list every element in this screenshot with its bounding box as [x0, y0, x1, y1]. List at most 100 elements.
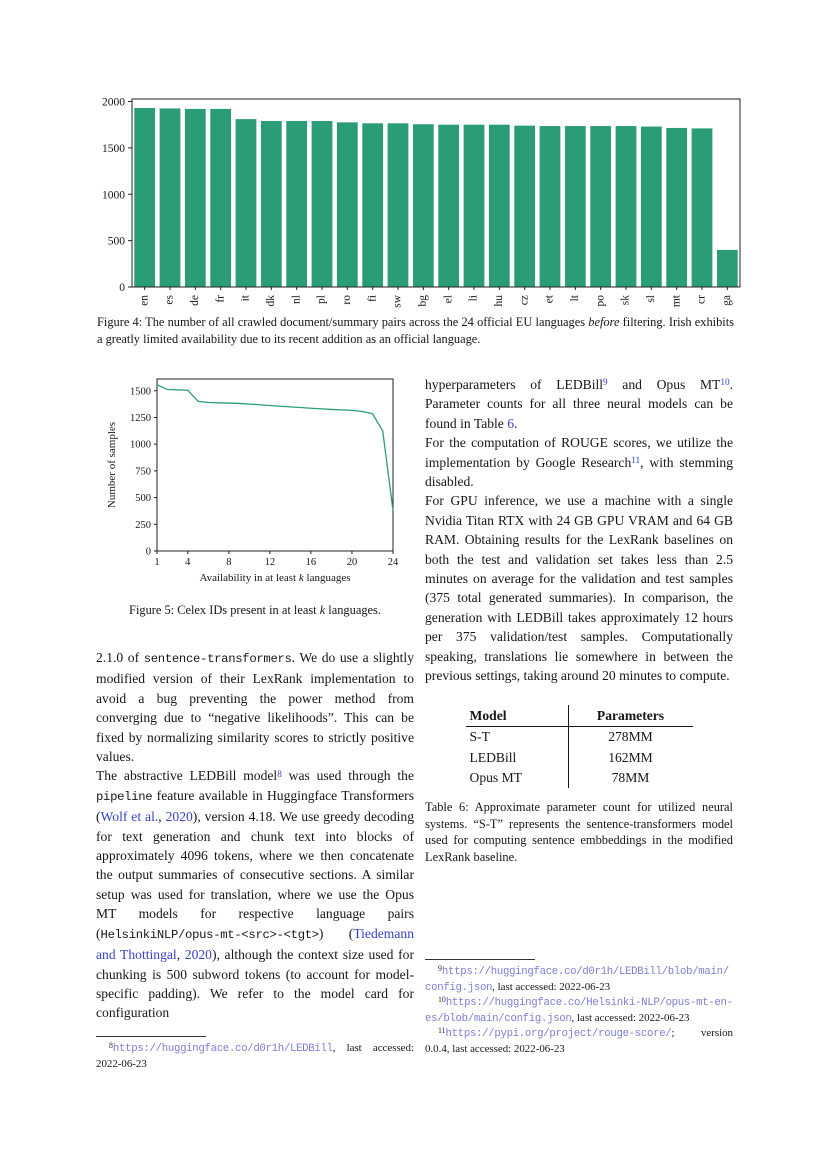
bar-it	[235, 119, 257, 287]
citation-link[interactable]: 2020	[184, 947, 212, 963]
inline-code: pipeline	[96, 789, 153, 804]
svg-text:cz: cz	[518, 295, 530, 305]
bar-po	[590, 126, 612, 287]
svg-text:0: 0	[119, 282, 125, 294]
footnote-rule	[96, 1036, 206, 1037]
bar-pl	[311, 120, 333, 287]
svg-text:lt: lt	[569, 294, 581, 301]
svg-text:20: 20	[347, 557, 358, 568]
svg-text:en: en	[138, 295, 150, 306]
svg-text:el: el	[442, 295, 454, 303]
svg-text:2000: 2000	[102, 97, 125, 109]
footnote-ref[interactable]: 9	[603, 377, 608, 388]
right-column-text: hyperparameters of LEDBill9 and Opus MT1…	[425, 375, 733, 686]
svg-text:250: 250	[135, 520, 151, 531]
cell-parameters: 278MM	[608, 729, 653, 744]
paragraph: hyperparameters of LEDBill9 and Opus MT1…	[425, 377, 733, 431]
figure4-caption: Figure 4: The number of all crawled docu…	[97, 315, 734, 346]
left-column-text: 2.1.0 of sentence-transformers. We do us…	[96, 648, 414, 1023]
svg-text:bg: bg	[417, 295, 429, 307]
line-chart-svg: 0 250 500 750 1000 1250 1500 1 4 8 12 16 20 24 Number …	[106, 378, 399, 584]
bar-sl	[640, 126, 662, 287]
footnote-marker: 8	[109, 1041, 113, 1051]
paragraph: For GPU inference, we use a machine with…	[425, 493, 733, 684]
svg-text:1500: 1500	[102, 143, 125, 155]
table-header-parameters: Parameters	[568, 705, 693, 727]
citation-link[interactable]: Wolf et al.	[100, 809, 159, 825]
left-footnotes: 8https://huggingface.co/d0r1h/LEDBill, l…	[96, 1036, 414, 1071]
svg-text:li: li	[468, 295, 480, 301]
bar-li	[463, 124, 485, 287]
svg-text:1500: 1500	[130, 386, 151, 397]
footnote-ref[interactable]: 10	[720, 377, 730, 388]
svg-text:cr: cr	[696, 295, 708, 304]
svg-text:it: it	[240, 294, 252, 301]
footnote-ref[interactable]: 8	[277, 768, 282, 779]
citation-link[interactable]: 6	[507, 415, 515, 431]
svg-text:hu: hu	[493, 295, 505, 307]
paragraph: The abstractive LEDBill model8 was used …	[96, 768, 414, 1021]
svg-text:sk: sk	[620, 295, 632, 305]
cell-model: Opus MT	[465, 767, 569, 788]
svg-text:ro: ro	[341, 295, 353, 305]
svg-text:750: 750	[135, 466, 151, 477]
footnote-ref[interactable]: 11	[631, 454, 641, 465]
bar-ga	[716, 249, 738, 287]
figure5-caption: Figure 5: Celex IDs present in at least …	[129, 603, 381, 617]
svg-text:500: 500	[108, 236, 126, 248]
svg-text:ga: ga	[721, 295, 733, 306]
svg-text:12: 12	[265, 557, 276, 568]
bar-es	[159, 108, 181, 288]
bar-dk	[260, 120, 282, 287]
bar-fr	[210, 108, 232, 287]
svg-text:fr: fr	[214, 295, 226, 303]
italic-text: before	[588, 315, 620, 329]
table-row: Opus MT 78MM	[465, 767, 693, 788]
svg-text:de: de	[189, 295, 201, 306]
svg-text:16: 16	[306, 557, 317, 568]
url-link[interactable]: https://huggingface.co/d0r1h/LEDBill/blo…	[425, 966, 729, 994]
cell-model: LEDBill	[465, 747, 569, 768]
table-header-model: Model	[465, 705, 569, 727]
url-link[interactable]: https://pypi.org/project/rouge-score/	[445, 1028, 672, 1041]
url-link[interactable]: https://huggingface.co/Helsinki-NLP/opus…	[425, 997, 733, 1025]
bar-de	[184, 108, 206, 287]
bar-lt	[564, 126, 586, 287]
bar-ro	[336, 122, 358, 288]
svg-text:sw: sw	[392, 294, 404, 307]
svg-text:24: 24	[388, 557, 399, 568]
cell-parameters: 162MM	[608, 749, 653, 765]
svg-text:es: es	[164, 294, 176, 304]
bar-hu	[488, 124, 510, 287]
table-row: LEDBill 162MM	[465, 747, 693, 768]
svg-text:nl: nl	[290, 295, 302, 304]
table6-caption: Table 6: Approximate parameter count for…	[425, 800, 733, 864]
inline-code: sentence-transformers	[143, 652, 292, 666]
footnote-marker: 9	[438, 964, 442, 974]
bar-chart-svg: 0 500 1000 1500 2000 en es de fr it dk nl pl ro fi sw bg…	[102, 97, 741, 308]
parameters-table: Model Parameters S-T 278MM LEDBill 162MM…	[465, 705, 693, 788]
url-link[interactable]: https://huggingface.co/d0r1h/LEDBill	[112, 1043, 333, 1055]
bar-sk	[615, 126, 637, 287]
svg-text:dk: dk	[265, 295, 277, 307]
bar-fi	[362, 123, 384, 287]
svg-text:1000: 1000	[102, 189, 125, 201]
citation-link[interactable]: Tiedemann and Thottingal	[96, 925, 414, 963]
svg-text:pl: pl	[316, 295, 328, 304]
citation-link[interactable]: 2020	[165, 809, 193, 825]
svg-text:et: et	[544, 294, 556, 303]
x-axis-label: Availability in at least k languages	[199, 572, 350, 584]
svg-text:4: 4	[185, 557, 191, 568]
footnote-11: 11https://pypi.org/project/rouge-score/;…	[425, 1026, 733, 1055]
svg-text:sl: sl	[645, 295, 657, 303]
inline-code: HelsinkiNLP/opus-mt-<src>-<tgt>	[100, 927, 320, 942]
italic-text: k	[319, 603, 326, 617]
figure4-bar-chart: 0 500 1000 1500 2000 en es de fr it dk nl pl ro fi sw bg…	[94, 93, 744, 314]
paragraph: For the computation of ROUGE scores, we …	[425, 435, 733, 490]
table-header-row: Model Parameters	[465, 705, 693, 727]
svg-text:500: 500	[135, 493, 151, 504]
bar-el	[438, 124, 460, 287]
samples-line	[156, 384, 394, 511]
bar-sw	[387, 123, 409, 287]
